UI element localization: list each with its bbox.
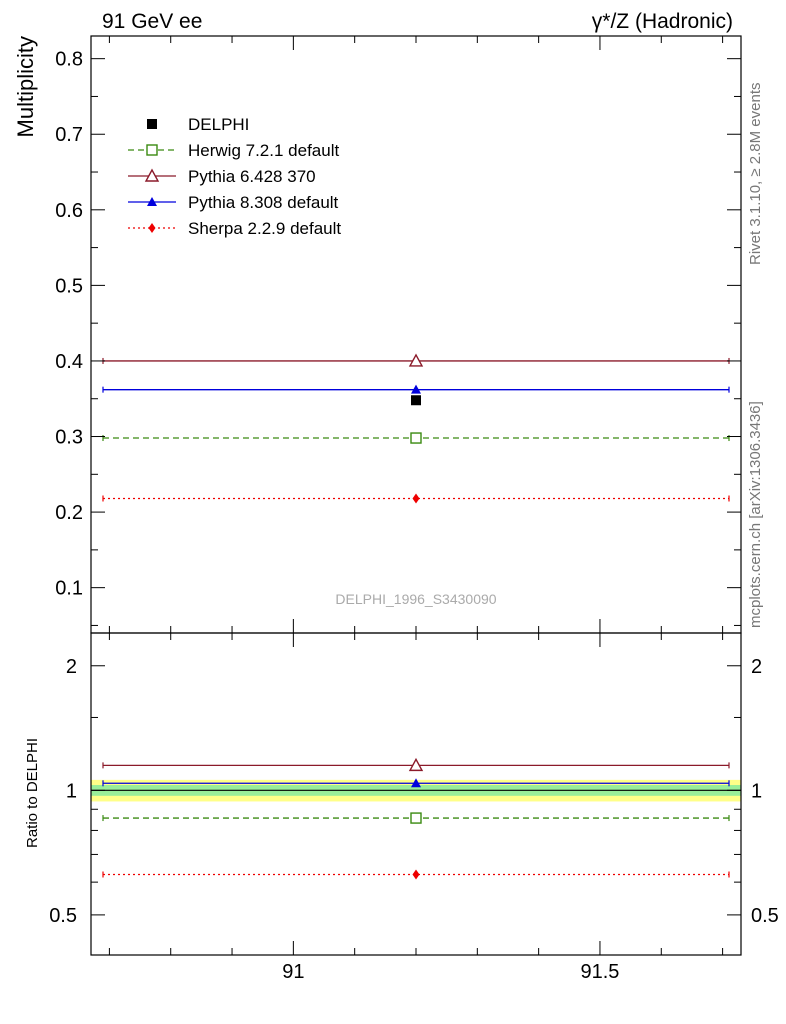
legend-entry-pythia6: Pythia 6.428 370 — [128, 167, 316, 186]
axes-layer: 0.1 0.2 0.3 0.4 0.5 0.6 0.7 0.8 91 91.5 0.5 0.5 1 1 2 2 — [49, 35, 779, 983]
ratio-uncertainty-bands — [91, 779, 741, 802]
legend-entry-herwig: Herwig 7.2.1 default — [128, 141, 339, 160]
ratio-ytick-label-right: 0.5 — [751, 905, 779, 927]
ratio-herwig-marker — [410, 812, 422, 824]
ratio-pythia6-marker — [408, 757, 424, 772]
ratio-ylabel: Ratio to DELPHI — [24, 738, 41, 848]
legend-herwig-label: Herwig 7.2.1 default — [188, 141, 339, 160]
ratio-pythia8-marker — [411, 778, 421, 788]
header-left-label: 91 GeV ee — [102, 10, 202, 33]
legend-data-marker — [147, 119, 157, 129]
main-sherpa-marker — [412, 493, 420, 504]
rivet-version-label: Rivet 3.1.10, ≥ 2.8M events — [747, 83, 764, 266]
main-pythia8-marker — [411, 384, 421, 394]
ratio-xtick-label: 91.5 — [580, 961, 619, 983]
main-ytick-label: 0.6 — [55, 200, 83, 222]
mcplots-label: mcplots.cern.ch [arXiv:1306.3436] — [747, 401, 764, 628]
main-ytick-label: 0.5 — [55, 275, 83, 297]
ratio-ytick-label-right: 1 — [751, 780, 762, 802]
analysis-watermark: DELPHI_1996_S3430090 — [335, 591, 496, 607]
ratio-ytick-label: 2 — [66, 656, 77, 678]
main-ytick-label: 0.4 — [55, 351, 83, 373]
legend-pythia6-label: Pythia 6.428 370 — [188, 167, 316, 186]
legend-sherpa-label: Sherpa 2.2.9 default — [188, 219, 341, 238]
main-ytick-label: 0.2 — [55, 502, 83, 524]
legend-entry-sherpa: Sherpa 2.2.9 default — [128, 219, 341, 238]
legend-data-label: DELPHI — [188, 115, 249, 134]
series-layer — [102, 353, 730, 880]
main-herwig-marker — [410, 432, 422, 444]
legend-pythia8-marker — [147, 197, 157, 206]
legend-pythia6-marker — [144, 168, 160, 182]
ratio-ytick-label: 0.5 — [49, 905, 77, 927]
ratio-ytick-label-right: 2 — [751, 656, 762, 678]
main-pythia6-marker — [408, 353, 424, 367]
legend-pythia8-label: Pythia 8.308 default — [188, 193, 339, 212]
legend-sherpa-marker — [148, 223, 156, 233]
main-ytick-label: 0.7 — [55, 124, 83, 146]
header-right-label: γ*/Z (Hadronic) — [592, 10, 733, 33]
legend-entry-pythia8: Pythia 8.308 default — [128, 193, 339, 212]
ratio-sherpa-marker — [412, 869, 420, 880]
main-ytick-label: 0.8 — [55, 49, 83, 71]
legend-entry-data: DELPHI — [147, 115, 249, 134]
ratio-ytick-label: 1 — [66, 780, 77, 802]
main-ylabel: Multiplicity — [13, 36, 38, 137]
legend-herwig-marker — [146, 144, 158, 156]
main-ytick-label: 0.1 — [55, 578, 83, 600]
legend: DELPHI Herwig 7.2.1 default Pythia 6.428 3… — [128, 115, 341, 238]
main-ytick-label: 0.3 — [55, 427, 83, 449]
main-data-marker — [411, 395, 421, 406]
ratio-xtick-label: 91 — [282, 961, 304, 983]
